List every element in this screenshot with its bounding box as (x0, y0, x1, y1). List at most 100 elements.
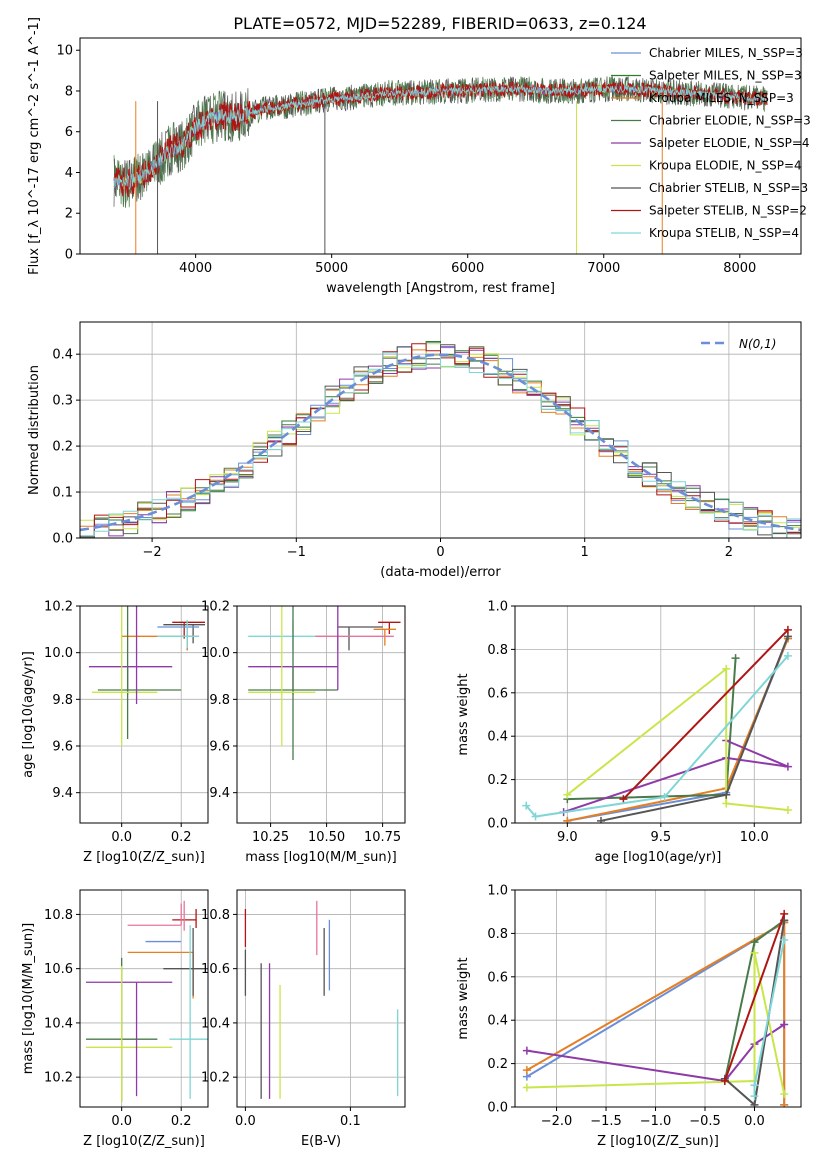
x-axis-label: age [log10(age/yr)] (595, 850, 722, 865)
legend-label: Salpeter MILES, N_SSP=3 (649, 69, 802, 83)
x-axis-label: E(B-V) (301, 1134, 341, 1149)
y-tick-label: 9.8 (209, 693, 230, 708)
weight-marker (531, 812, 540, 821)
figure-title: PLATE=0572, MJD=52289, FIBERID=0633, z=0… (233, 14, 646, 33)
weight-marker (750, 948, 759, 957)
y-tick-label: 10.2 (44, 1071, 73, 1086)
axes-frame (514, 605, 802, 824)
y-tick-label: 0.3 (52, 394, 73, 409)
weight-marker (750, 1100, 759, 1107)
y-axis-label: Flux [f_λ 10^-17 erg cm^-2 s^-1 A^-1] (27, 17, 42, 275)
weight-line (567, 638, 789, 822)
plot-area (113, 76, 768, 254)
weight-marker (783, 651, 792, 660)
weight-marker (619, 795, 628, 804)
y-tick-label: 10.8 (44, 908, 73, 923)
weight-marker (783, 805, 792, 814)
axes: 0.0 0.1 10.2 10.4 10.6 10.8 E(B-V) (201, 889, 406, 1149)
plot-area (248, 606, 401, 760)
weight-line (723, 913, 786, 1082)
y-tick-label: 0.2 (487, 1057, 508, 1072)
legend-label: Chabrier MILES, N_SSP=3 (649, 46, 803, 60)
x-tick-label: 8000 (723, 261, 756, 276)
weight-marker (563, 816, 572, 823)
axes: 10.25 10.50 10.75 9.4 9.6 9.8 10.0 10.2 mass [lo… (201, 600, 406, 865)
axes: 4000 5000 6000 7000 8000 0 2 4 6 8 10 wavelength [A… (27, 17, 802, 296)
spectrum-line (113, 80, 768, 198)
x-tick-label: 1 (581, 545, 589, 560)
x-tick-label: 0.2 (171, 1114, 192, 1129)
weight-marker (522, 1066, 531, 1075)
weight-line (563, 739, 789, 814)
plot-area (88, 606, 206, 746)
y-tick-label: 10.2 (201, 600, 230, 615)
weight-marker (563, 790, 572, 799)
legend-label: Kroupa MILES, N_SSP=3 (649, 91, 794, 105)
y-tick-label: 0.2 (487, 773, 508, 788)
panel-age-vs-mass: 10.25 10.50 10.75 9.4 9.6 9.8 10.0 10.2 mass [lo… (201, 600, 406, 865)
y-axis-label: age [log10(age/yr)] (21, 651, 36, 778)
x-tick-label: 0 (436, 545, 444, 560)
y-tick-label: 10.2 (201, 1071, 230, 1086)
y-tick-label: 0.8 (487, 927, 508, 942)
panel-mass-vs-Z: 0.0 0.2 10.2 10.4 10.6 10.8 Z [log10(Z/Z_sun)]… (21, 889, 209, 1149)
y-tick-label: 10.2 (44, 600, 73, 615)
weight-marker (522, 1046, 531, 1055)
weight-marker (783, 762, 792, 771)
x-tick-label: 10.0 (740, 830, 769, 845)
x-tick-label: 9.5 (650, 830, 671, 845)
axes: −2.0 −1.5 −1.0 −0.5 0.0 0.0 0.2 0.4 0.6 0.8 1.0 Z [… (456, 884, 802, 1149)
y-tick-label: 9.4 (209, 786, 230, 801)
weight-marker (783, 625, 792, 634)
weight-marker (731, 654, 740, 663)
y-tick-label: 0.4 (52, 348, 73, 363)
plot-area (80, 341, 801, 538)
y-axis-label: mass weight (456, 673, 471, 755)
axes: 0.0 0.2 9.4 9.6 9.8 10.0 10.2 Z [log10(Z/Z_sun)… (21, 600, 209, 865)
x-axis-label: Z [log10(Z/Z_sun)] (83, 1134, 205, 1149)
weight-marker (722, 664, 731, 673)
y-tick-label: 10.4 (201, 1016, 230, 1031)
y-tick-label: 2 (65, 207, 73, 222)
weight-line (567, 638, 789, 822)
y-tick-label: 1.0 (487, 884, 508, 899)
weight-line (526, 952, 786, 1095)
plot-area (85, 900, 208, 1102)
x-tick-label: 10.25 (252, 830, 289, 845)
weight-marker (522, 801, 531, 810)
weight-marker (596, 816, 605, 823)
x-tick-label: 0.0 (111, 1114, 132, 1129)
axes-frame (236, 605, 406, 824)
weight-marker (750, 1081, 759, 1090)
y-tick-label: 10.6 (44, 962, 73, 977)
x-tick-label: 0.0 (111, 830, 132, 845)
weight-marker (780, 1020, 789, 1029)
weight-line (525, 655, 789, 818)
axes: 9.0 9.5 10.0 0.0 0.2 0.4 0.6 0.8 1.0 age [log10(a… (456, 600, 802, 865)
y-tick-label: 8 (65, 84, 73, 99)
y-tick-label: 10 (56, 44, 73, 59)
weight-marker (660, 792, 669, 801)
y-tick-label: 0.4 (487, 730, 508, 745)
x-tick-label: −1.5 (590, 1114, 622, 1129)
y-tick-label: 0.0 (487, 1101, 508, 1116)
histogram-step (80, 352, 801, 538)
weight-marker (722, 790, 731, 799)
legend-label: Salpeter STELIB, N_SSP=2 (649, 204, 807, 218)
y-tick-label: 0.6 (487, 970, 508, 985)
weight-line (566, 666, 789, 811)
y-tick-label: 9.6 (52, 740, 73, 755)
y-tick-label: 0.4 (487, 1014, 508, 1029)
weight-marker (722, 799, 731, 808)
weight-marker (780, 935, 789, 944)
panel-weight-vs-age: 9.0 9.5 10.0 0.0 0.2 0.4 0.6 0.8 1.0 age [log10(a… (456, 600, 802, 865)
x-axis-label: Z [log10(Z/Z_sun)] (597, 1134, 719, 1149)
x-tick-label: −0.5 (689, 1114, 721, 1129)
weight-marker (780, 1089, 789, 1098)
y-axis-label: mass weight (456, 957, 471, 1039)
y-tick-label: 0.8 (487, 643, 508, 658)
axes: −2 −1 0 1 2 0.0 0.1 0.2 0.3 0.4 (data-model)/error… (27, 321, 802, 580)
axes-frame (79, 605, 209, 824)
axes-frame (514, 889, 802, 1108)
